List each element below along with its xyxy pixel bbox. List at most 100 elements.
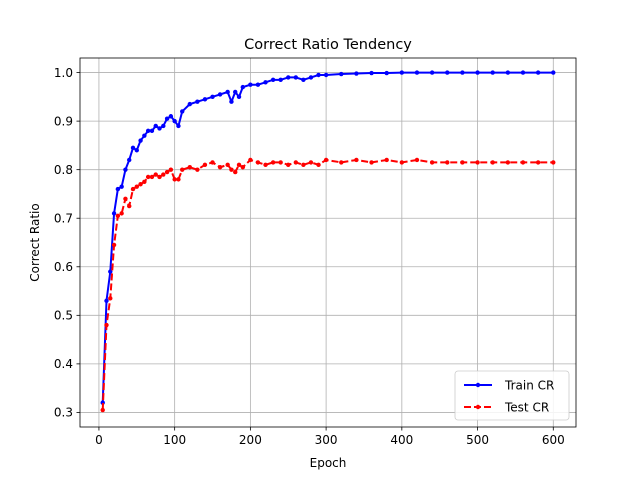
train-cr-point — [180, 109, 185, 114]
train-cr-point — [172, 118, 177, 124]
test-cr-point — [217, 165, 223, 170]
test-cr-point — [233, 169, 238, 175]
train-cr-point — [399, 70, 405, 75]
train-cr-point — [429, 70, 435, 75]
test-cr-point — [316, 162, 321, 168]
chart-title: Correct Ratio Tendency — [244, 37, 412, 53]
test-cr-point — [172, 177, 177, 182]
test-cr-point — [210, 160, 215, 165]
train-cr-point — [445, 70, 450, 75]
test-cr-point — [278, 160, 283, 165]
test-cr-point — [180, 167, 185, 172]
train-cr-point — [153, 123, 158, 129]
train-cr-point — [187, 101, 192, 107]
test-cr-point — [104, 322, 109, 328]
y-tick-label: 0.7 — [54, 212, 73, 226]
test-cr-point — [323, 157, 329, 163]
test-cr-point — [119, 211, 124, 216]
train-cr-point — [263, 80, 268, 85]
train-cr-line — [101, 71, 554, 403]
legend-test-label: Test CR — [504, 401, 549, 415]
test-cr-point — [138, 182, 143, 187]
train-cr-point — [520, 70, 526, 75]
train-cr-point — [339, 71, 344, 77]
train-cr-point — [460, 70, 465, 75]
grid — [80, 58, 576, 427]
test-cr-point — [354, 157, 359, 163]
test-cr-point — [229, 167, 234, 172]
train-cr-point — [236, 94, 242, 100]
train-cr-point — [168, 114, 174, 119]
test-cr-point — [236, 162, 242, 168]
train-cr-point — [195, 99, 200, 104]
test-cr-point — [164, 169, 170, 175]
test-cr-point — [263, 162, 268, 168]
train-cr-point — [217, 92, 223, 97]
test-cr-point — [399, 160, 405, 165]
test-cr-point — [505, 160, 511, 165]
y-axis-title: Correct Ratio — [28, 203, 42, 281]
test-cr-point — [240, 165, 246, 170]
legend-train-label: Train CR — [504, 379, 554, 393]
train-cr-point — [316, 72, 321, 78]
test-cr-point — [142, 179, 147, 185]
train-cr-point — [270, 77, 276, 83]
test-cr-point — [134, 184, 139, 189]
series-layer — [100, 70, 556, 413]
y-tick-label: 0.3 — [54, 406, 73, 420]
train-cr-point — [202, 97, 208, 102]
train-cr-point — [286, 75, 291, 80]
train-cr-point — [161, 123, 166, 129]
train-cr-point — [248, 82, 253, 87]
test-cr-point — [445, 160, 450, 165]
x-tick-label: 300 — [315, 433, 338, 447]
train-cr-point — [233, 89, 238, 95]
y-tick-label: 0.5 — [54, 309, 73, 323]
test-cr-point — [145, 174, 151, 180]
legend-box — [454, 370, 570, 421]
x-tick-label: 200 — [239, 433, 262, 447]
test-cr-point — [168, 167, 174, 172]
test-cr-point — [339, 160, 344, 165]
train-cr-point — [176, 123, 181, 129]
legend: Train CR Test CR — [454, 370, 570, 421]
test-cr-point — [115, 213, 121, 218]
test-cr-point — [161, 172, 166, 177]
test-cr-point — [286, 162, 291, 168]
y-tick-label: 0.4 — [54, 357, 73, 371]
x-tick-label: 600 — [542, 433, 565, 447]
test-cr-point — [429, 160, 435, 165]
tick-layer: 0 100 200 300 400 500 600 0.3 0.4 0.5 0.6 0.7 0.8 0.9… — [54, 66, 565, 447]
test-cr-point — [255, 160, 261, 165]
test-cr-point — [301, 162, 306, 168]
test-cr-point — [535, 160, 541, 165]
x-tick-label: 400 — [390, 433, 413, 447]
train-cr-point — [308, 75, 314, 80]
test-cr-point — [293, 160, 299, 165]
train-cr-point — [490, 70, 495, 75]
train-cr-point — [127, 157, 132, 163]
train-cr-point — [119, 184, 124, 189]
test-cr-point — [384, 157, 389, 163]
train-cr-point — [145, 128, 151, 134]
train-cr-point — [301, 77, 306, 83]
train-cr-point — [505, 70, 511, 75]
train-cr-point — [108, 269, 113, 274]
test-cr-point — [153, 172, 158, 177]
train-cr-point — [149, 128, 155, 134]
x-tick-label: 500 — [466, 433, 489, 447]
y-tick-label: 1.0 — [54, 66, 73, 80]
test-cr-point — [490, 160, 495, 165]
y-tick-label: 0.6 — [54, 260, 73, 274]
train-cr-point — [210, 94, 215, 100]
test-cr-point — [475, 160, 480, 165]
x-tick-label: 100 — [163, 433, 186, 447]
test-cr-line — [101, 158, 554, 411]
test-cr-point — [108, 296, 113, 301]
train-cr-point — [115, 186, 121, 192]
train-cr-point — [164, 116, 170, 121]
test-cr-point — [127, 203, 132, 209]
test-cr-point — [111, 242, 117, 248]
train-cr-point — [134, 148, 139, 153]
